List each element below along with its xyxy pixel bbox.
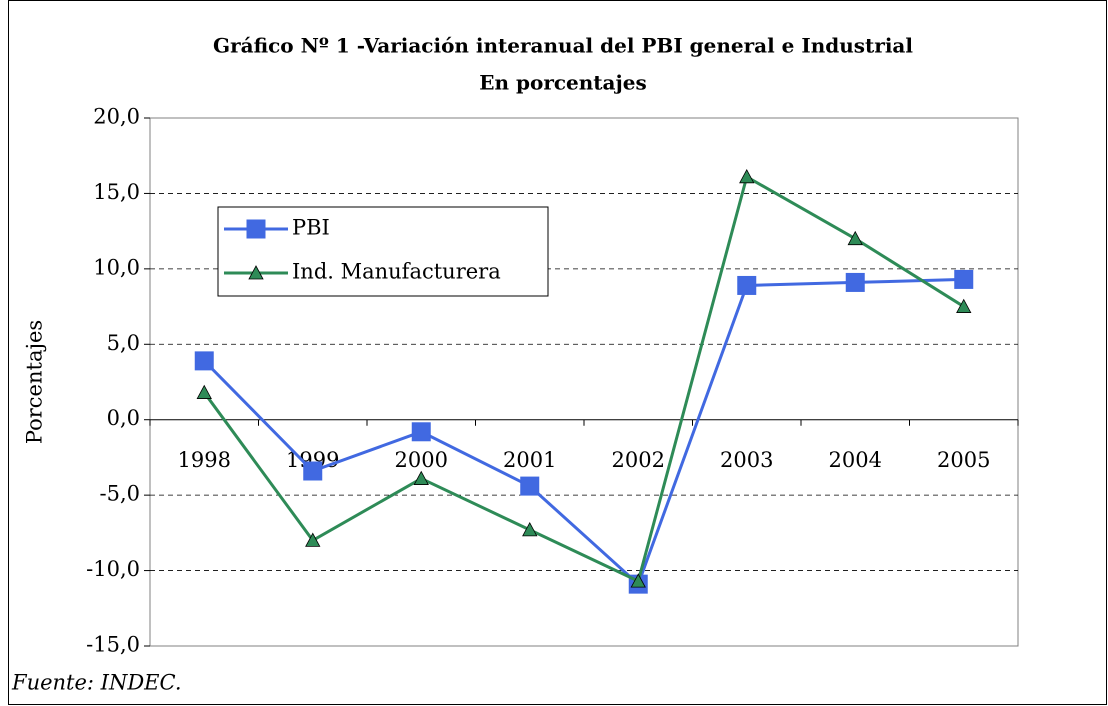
plot-area (149, 117, 1019, 647)
legend-marker (248, 265, 264, 280)
legend-marker (246, 219, 266, 239)
data-point (520, 476, 540, 496)
data-point (194, 351, 214, 371)
data-point (847, 230, 863, 246)
frame (8, 0, 1107, 705)
chart-title: Gráfico Nº 1 -Variación interanual del P… (213, 34, 913, 58)
x-tick-label: 2001 (503, 448, 556, 472)
x-tick-label: 2002 (612, 448, 665, 472)
x-tick-label: 2003 (720, 448, 773, 472)
data-point (956, 298, 972, 313)
data-point (305, 532, 321, 547)
source-note: Fuente: INDEC. (11, 671, 182, 695)
legend-box (217, 206, 549, 297)
chart-subtitle: En porcentajes (479, 71, 646, 95)
legend-label: Ind. Manufacturera (292, 260, 501, 284)
x-tick-label: 2005 (937, 448, 990, 472)
series-line (203, 174, 965, 584)
data-point (196, 384, 212, 399)
data-point (737, 275, 757, 295)
data-point (739, 168, 755, 184)
data-point (954, 269, 974, 289)
data-point (411, 422, 431, 442)
y-axis-label: Porcentajes (23, 320, 47, 444)
data-point (630, 573, 646, 588)
y-tick-label: -5,0 (100, 482, 141, 506)
x-tick-label: 1998 (178, 448, 231, 472)
y-tick-label: 0,0 (107, 406, 140, 430)
data-point (413, 470, 429, 485)
y-tick-label: 20,0 (93, 105, 140, 129)
series-line (203, 277, 964, 587)
x-tick-label: 2004 (829, 448, 882, 472)
y-tick-label: 15,0 (93, 180, 140, 204)
legend-label: PBI (292, 216, 330, 240)
data-point (845, 272, 865, 292)
y-tick-label: -10,0 (86, 557, 140, 581)
y-tick-label: -15,0 (86, 633, 140, 657)
data-point (522, 521, 538, 537)
x-tick-label: 2000 (395, 448, 448, 472)
y-tick-label: 5,0 (107, 331, 140, 355)
y-tick-label: 10,0 (93, 255, 140, 279)
data-point (303, 461, 323, 481)
